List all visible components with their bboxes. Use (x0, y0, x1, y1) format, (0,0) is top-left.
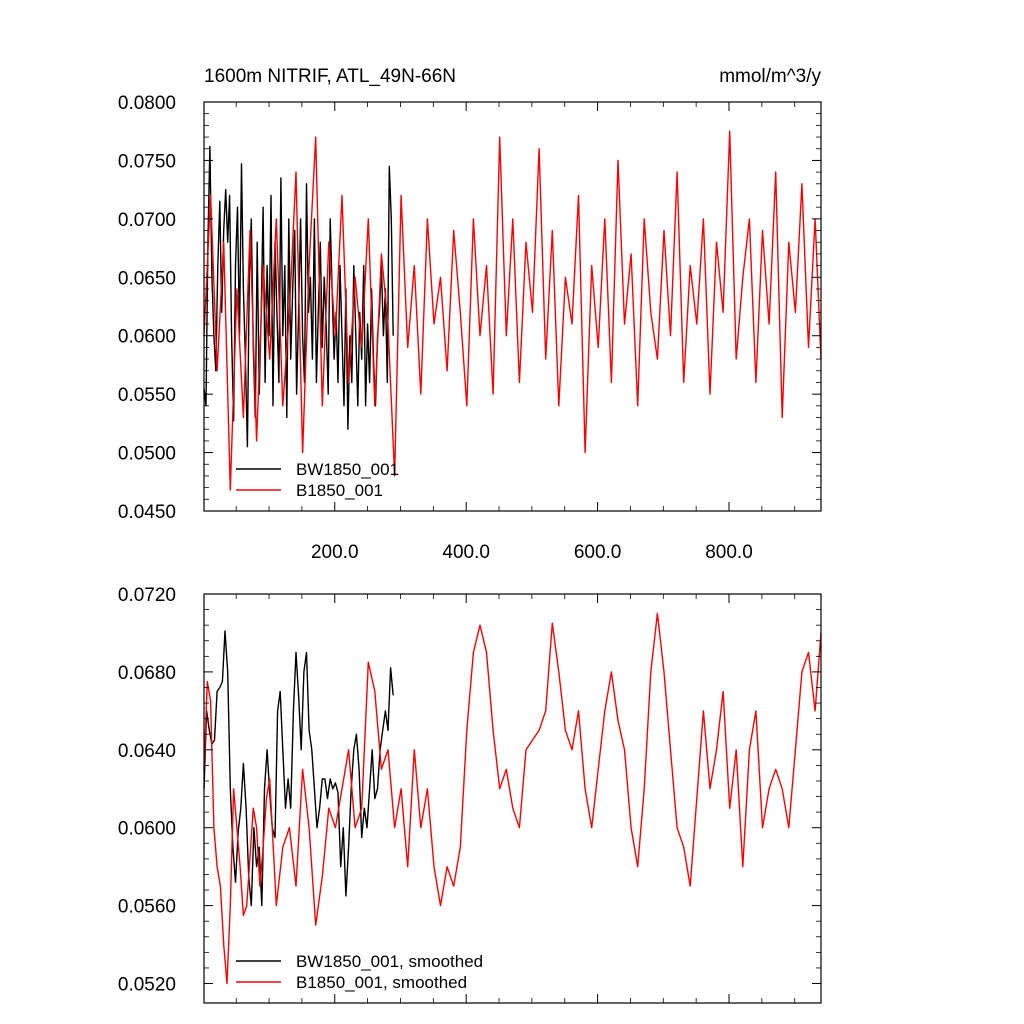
units-label: mmol/m^3/y (719, 66, 821, 87)
legend-label: BW1850_001 (296, 460, 399, 479)
y-tick-label: 0.0720 (118, 585, 176, 606)
x-tick-label: 200.0 (311, 542, 359, 563)
legend-label: B1850_001, smoothed (296, 973, 467, 992)
y-tick-label: 0.0560 (118, 897, 176, 918)
y-tick-label: 0.0500 (118, 444, 176, 465)
y-tick-label: 0.0800 (118, 93, 176, 114)
y-tick-label: 0.0640 (118, 741, 176, 762)
y-tick-label: 0.0650 (118, 268, 176, 289)
plot-frame (203, 101, 822, 512)
y-tick-label: 0.0750 (118, 151, 176, 172)
y-tick-label: 0.0680 (118, 663, 176, 684)
series-line-bw1850 (203, 630, 394, 907)
series-line-b1850 (203, 612, 822, 985)
y-tick-label: 0.0450 (118, 502, 176, 523)
legend-label: BW1850_001, smoothed (296, 952, 483, 971)
series-line-b1850 (203, 130, 822, 491)
x-tick-label: 400.0 (442, 542, 490, 563)
chart-title: 1600m NITRIF, ATL_49N-66N (204, 66, 456, 87)
bottom-panel-smoothed: 0.0520 0.0560 0.0600 0.0640 0.0680 0.0720 BW18… (118, 585, 822, 1004)
y-tick-label: 0.0700 (118, 210, 176, 231)
y-tick-label: 0.0550 (118, 385, 176, 406)
x-tick-label: 600.0 (574, 542, 622, 563)
top-panel-timeseries: 0.0450 0.0500 0.0550 0.0600 0.0650 0.0700 0.07… (118, 93, 822, 563)
x-tick-label: 800.0 (705, 542, 753, 563)
y-tick-label: 0.0520 (118, 975, 176, 996)
y-tick-label: 0.0600 (118, 327, 176, 348)
plot-frame (203, 593, 822, 1004)
y-tick-label: 0.0600 (118, 819, 176, 840)
legend-label: B1850_001 (296, 481, 383, 500)
